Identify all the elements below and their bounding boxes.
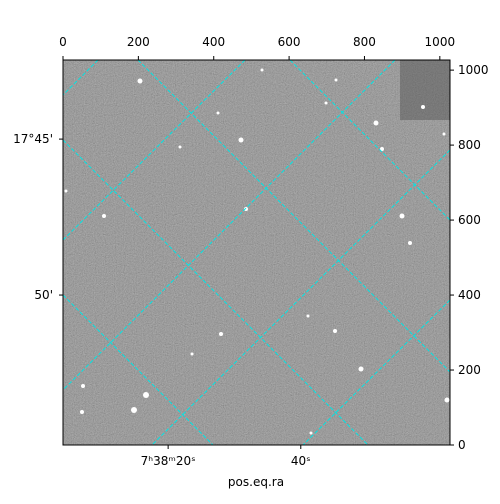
left-tick-label: 17°45' (13, 132, 53, 146)
right-tick-label: 0 (458, 438, 466, 452)
right-tick-label: 800 (458, 138, 481, 152)
coordinate-grid (63, 60, 450, 445)
stars (64, 68, 450, 435)
sky-image (63, 60, 450, 445)
top-tick-label: 0 (59, 35, 67, 49)
bottom-tick-label: 7ʰ38ᵐ20ˢ (141, 454, 196, 468)
bottom-tick-label: 40ˢ (291, 454, 311, 468)
top-tick-label: 800 (353, 35, 376, 49)
image-shade (400, 60, 450, 120)
right-tick-label: 400 (458, 288, 481, 302)
top-tick-label: 1000 (425, 35, 456, 49)
image-noise (63, 60, 450, 445)
axes-frame (62, 59, 451, 446)
right-tick-label: 200 (458, 363, 481, 377)
x-axis-label: pos.eq.ra (228, 475, 284, 489)
top-tick-label: 200 (127, 35, 150, 49)
right-tick-label: 1000 (458, 63, 489, 77)
right-tick-label: 600 (458, 213, 481, 227)
top-tick-label: 400 (202, 35, 225, 49)
left-tick-label: 50' (34, 288, 53, 302)
top-tick-label: 600 (278, 35, 301, 49)
